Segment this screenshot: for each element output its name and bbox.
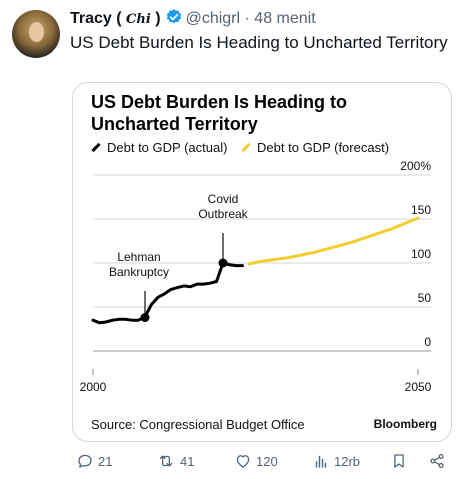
reply-icon (76, 452, 94, 470)
x-tick-label: 2000 (80, 380, 107, 394)
y-tick-label: 200% (400, 159, 431, 173)
author-glyph: Chi (126, 12, 151, 27)
verified-badge-icon (165, 8, 183, 32)
reply-button[interactable]: 21 (76, 452, 112, 470)
y-tick-label: 50 (418, 291, 432, 305)
annotation-marker (140, 313, 150, 323)
repost-button[interactable]: 41 (156, 452, 194, 470)
author-close: ) (155, 10, 161, 27)
avatar-face (29, 22, 44, 42)
author-handle[interactable]: @chigrl (185, 10, 241, 27)
like-count: 120 (256, 453, 278, 469)
y-tick-label: 150 (411, 203, 431, 217)
share-button[interactable] (428, 452, 446, 470)
bookmark-icon (390, 452, 408, 470)
repost-icon (156, 452, 176, 470)
reply-count: 21 (98, 453, 113, 469)
share-icon (428, 452, 446, 470)
chart-card[interactable]: US Debt Burden Is Heading to Uncharted T… (72, 82, 452, 442)
legend-label-actual: Debt to GDP (actual) (107, 140, 228, 155)
legend-label-forecast: Debt to GDP (forecast) (257, 140, 390, 155)
chart-legend: Debt to GDP (actual) Debt to GDP (foreca… (91, 140, 399, 155)
legend-item-forecast: Debt to GDP (forecast) (241, 140, 389, 155)
heart-icon (234, 452, 252, 470)
series-line-forecast (247, 216, 420, 266)
series-line-actual (91, 261, 244, 325)
tweet-actions: 21 41 120 12rb (70, 452, 450, 472)
annotation-label: Outbreak (198, 207, 248, 221)
dot-separator: · (244, 10, 250, 27)
analytics-icon (312, 452, 330, 470)
y-tick-label: 100 (411, 247, 431, 261)
annotation-label: Covid (208, 192, 239, 206)
views-count: 12rb (334, 453, 361, 469)
tweet-text: US Debt Burden Is Heading to Uncharted T… (70, 33, 448, 52)
like-button[interactable]: 120 (234, 452, 278, 470)
annotation-label: Lehman (117, 250, 160, 264)
annotation-marker (218, 258, 228, 268)
x-tick-label: 2050 (405, 380, 432, 394)
avatar[interactable] (12, 10, 60, 58)
repost-count: 41 (180, 453, 195, 469)
y-tick-label: 0 (424, 335, 431, 349)
tweet-time[interactable]: 48 menit (254, 10, 316, 27)
legend-item-actual: Debt to GDP (actual) (91, 140, 227, 155)
tweet-header: Tracy ( Chi ) @chigrl · 48 menit (70, 8, 316, 32)
chart-source: Source: Congressional Budget Office (91, 417, 305, 432)
views-button[interactable]: 12rb (312, 452, 360, 470)
annotation-label: Bankruptcy (109, 265, 169, 279)
chart-title: US Debt Burden Is Heading to Uncharted T… (91, 92, 348, 134)
bookmark-button[interactable] (390, 452, 408, 470)
bloomberg-logo: Bloomberg (373, 417, 437, 431)
author-name[interactable]: Tracy ( Chi ) (70, 10, 161, 27)
author-name-text: Tracy ( (70, 10, 122, 27)
